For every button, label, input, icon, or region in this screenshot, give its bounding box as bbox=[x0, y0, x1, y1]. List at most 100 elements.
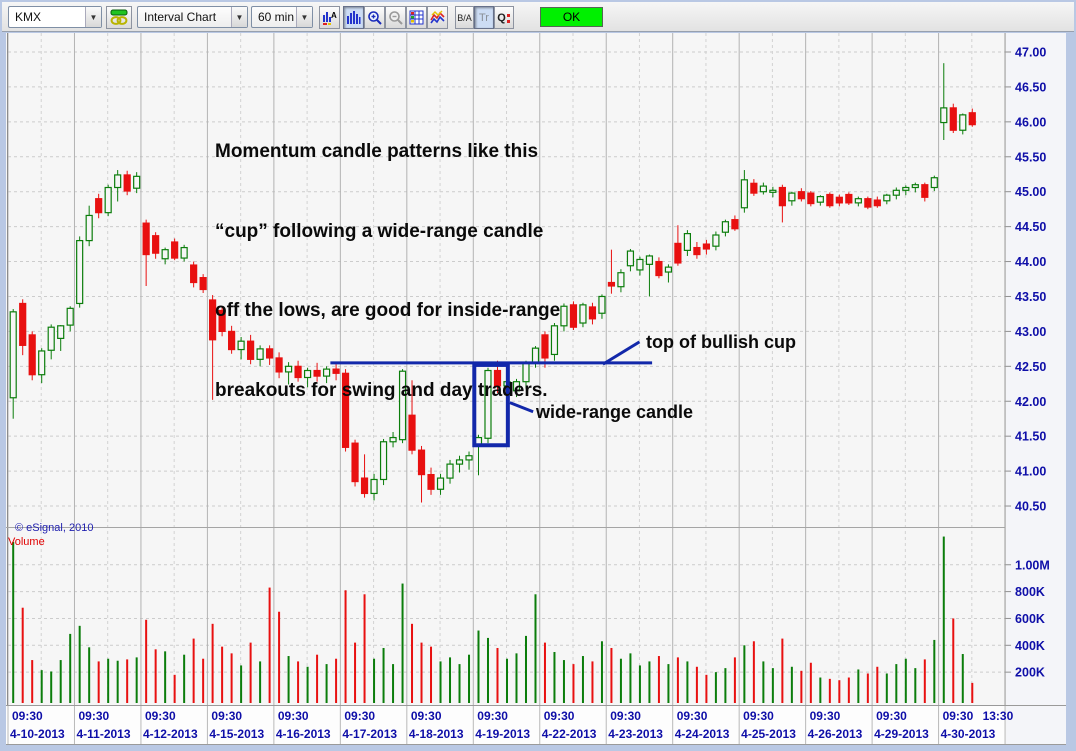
volume-bar bbox=[449, 657, 452, 703]
volume-axis-label: 600K bbox=[1015, 612, 1045, 626]
price-axis-label: 45.00 bbox=[1015, 185, 1046, 199]
volume-bar bbox=[638, 665, 641, 703]
link-icon bbox=[110, 9, 128, 25]
volume-bar bbox=[278, 611, 281, 703]
axis-label-column bbox=[1006, 33, 1066, 745]
cup-pointer-line bbox=[602, 340, 641, 366]
symbol-value: KMX bbox=[15, 10, 42, 24]
candle-body bbox=[712, 234, 720, 247]
candle-body bbox=[218, 309, 226, 333]
chevron-down-icon[interactable]: ▼ bbox=[296, 7, 312, 27]
chart-area[interactable]: 47.00 46.50 46.00 45.50 45.00 44.50 44.00 43.50… bbox=[6, 33, 1066, 745]
ok-button[interactable]: OK bbox=[540, 7, 603, 27]
candle-body bbox=[228, 330, 236, 351]
studies-button[interactable] bbox=[427, 6, 448, 29]
candle-body bbox=[835, 196, 843, 204]
trade-button[interactable]: Tr bbox=[474, 6, 494, 29]
candle-body bbox=[427, 473, 435, 490]
candle-body bbox=[76, 239, 84, 305]
volume-bar bbox=[202, 658, 205, 703]
volume-bar bbox=[524, 635, 527, 703]
chevron-down-icon[interactable]: ▼ bbox=[231, 7, 247, 27]
chart-canvas[interactable]: 47.00 46.50 46.00 45.50 45.00 44.50 44.00 43.50… bbox=[6, 33, 1066, 745]
bid-ask-label: B/A bbox=[457, 12, 472, 23]
volume-bar bbox=[211, 623, 214, 703]
volume-bar bbox=[164, 651, 167, 703]
volume-bar bbox=[505, 658, 508, 703]
candle-body bbox=[873, 199, 881, 207]
data-table-button[interactable] bbox=[406, 6, 427, 29]
candle-body bbox=[636, 258, 644, 271]
chevron-down-icon[interactable]: ▼ bbox=[85, 7, 101, 27]
quote-dots-icon bbox=[506, 13, 510, 23]
symbol-link-button[interactable] bbox=[106, 6, 132, 29]
volume-bar bbox=[838, 680, 841, 703]
candle-body bbox=[209, 299, 217, 341]
cup-annotation-label[interactable]: top of bullish cup bbox=[646, 332, 796, 352]
date-axis-label: 4-30-2013 bbox=[941, 727, 996, 741]
volume-bar bbox=[828, 678, 831, 703]
candle-body bbox=[199, 277, 207, 291]
volume-bar bbox=[923, 659, 926, 703]
volume-bar bbox=[420, 642, 423, 703]
candle-body bbox=[911, 184, 919, 189]
candle-body bbox=[341, 372, 350, 448]
volume-bar bbox=[885, 673, 888, 703]
candle-body bbox=[569, 304, 578, 328]
volume-bar bbox=[59, 660, 62, 703]
volume-bar bbox=[496, 647, 499, 703]
volume-bar bbox=[458, 664, 461, 703]
quote-button[interactable]: Q bbox=[494, 6, 514, 29]
momentum-note[interactable]: Momentum candle patterns like this “cup”… bbox=[215, 86, 560, 457]
candle-body bbox=[664, 266, 673, 273]
chart-type-combo[interactable]: Interval Chart ▼ bbox=[137, 6, 248, 28]
volume-bar bbox=[942, 536, 945, 703]
bar-chart-button[interactable] bbox=[343, 6, 364, 29]
volume-bar bbox=[40, 670, 43, 703]
toolbar: KMX ▼ Interval Chart ▼ 60 min ▼ A bbox=[2, 2, 1074, 32]
volume-bar bbox=[154, 649, 157, 703]
zoom-out-button[interactable] bbox=[385, 6, 406, 29]
volume-bar bbox=[553, 652, 556, 703]
candle-body bbox=[275, 357, 283, 373]
date-band bbox=[6, 706, 1006, 745]
candle-body bbox=[550, 325, 559, 356]
volume-bar bbox=[97, 661, 100, 703]
volume-bar bbox=[971, 682, 974, 703]
candle-body bbox=[807, 192, 815, 205]
volume-bar bbox=[581, 656, 584, 703]
volume-bar bbox=[21, 607, 24, 703]
price-axis-label: 43.00 bbox=[1015, 325, 1046, 339]
volume-axis-label: 800K bbox=[1015, 585, 1045, 599]
time-axis-label: 09:30 bbox=[743, 709, 774, 723]
chart-properties-button[interactable]: A bbox=[319, 6, 340, 29]
volume-bar bbox=[88, 647, 91, 703]
date-axis-label: 4-24-2013 bbox=[675, 727, 730, 741]
interval-combo[interactable]: 60 min ▼ bbox=[251, 6, 313, 28]
time-axis-label: 09:30 bbox=[12, 709, 43, 723]
candle-body bbox=[940, 107, 948, 124]
candle-body bbox=[465, 455, 473, 461]
candle-body bbox=[845, 193, 853, 204]
bid-ask-button[interactable]: B/A bbox=[455, 6, 474, 29]
candle-body bbox=[47, 326, 55, 351]
volume-bar bbox=[600, 641, 603, 703]
volume-bar bbox=[439, 661, 442, 703]
volume-bar bbox=[676, 657, 679, 703]
volume-bar bbox=[857, 669, 860, 703]
volume-bar bbox=[800, 670, 803, 703]
quote-label: Q bbox=[497, 11, 506, 24]
date-axis-label: 4-11-2013 bbox=[76, 727, 130, 741]
date-axis-label: 4-19-2013 bbox=[475, 727, 530, 741]
volume-bar bbox=[135, 657, 138, 703]
volume-bar bbox=[610, 647, 613, 703]
note-line-4: breakouts for swing and day traders. bbox=[215, 379, 548, 401]
price-axis-label: 43.50 bbox=[1015, 290, 1046, 304]
wide-range-annotation-label[interactable]: wide-range candle bbox=[536, 402, 694, 422]
candle-body bbox=[303, 369, 312, 379]
symbol-combo[interactable]: KMX ▼ bbox=[8, 6, 102, 28]
date-axis-label: 4-15-2013 bbox=[209, 727, 264, 741]
volume-bar bbox=[771, 668, 774, 703]
zoom-in-button[interactable] bbox=[364, 6, 385, 29]
volume-axis-label: 400K bbox=[1015, 639, 1045, 653]
